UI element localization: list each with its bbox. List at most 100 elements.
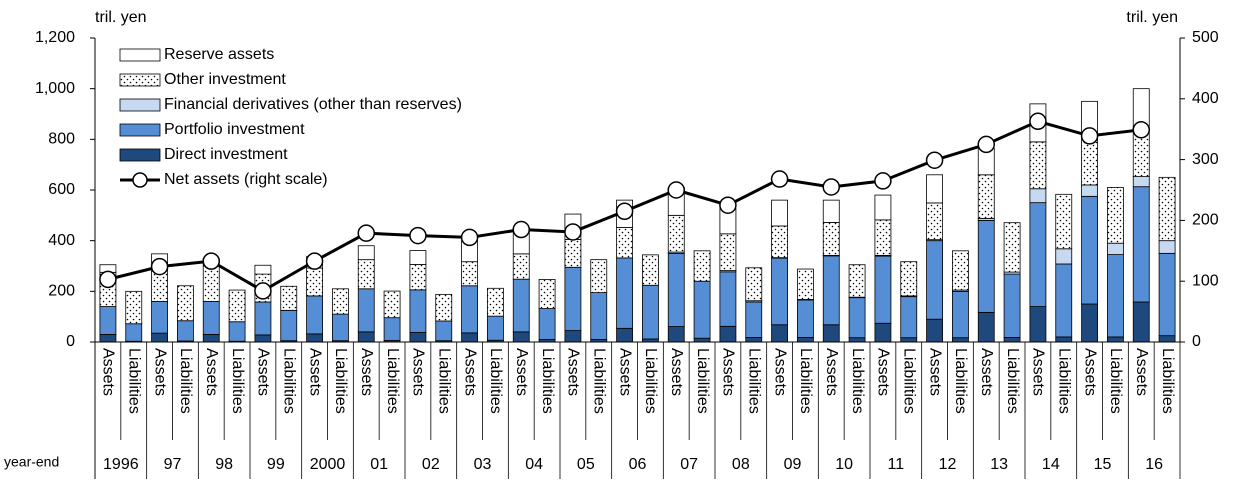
legend-swatch [119, 98, 161, 112]
bar-segment [228, 321, 246, 342]
bar-segment [487, 287, 504, 317]
bar-segment [280, 309, 298, 342]
bar-segment [1158, 176, 1176, 242]
bar-segment [1003, 222, 1021, 273]
y-axis-title: tril. yen [95, 9, 147, 26]
group-label: 03 [474, 456, 492, 473]
bar-segment [99, 333, 117, 343]
bar-segment [461, 332, 478, 343]
bar-segment [357, 331, 375, 343]
x-tick-label: Assets [926, 348, 943, 396]
x-tick-label: Liabilities [332, 348, 349, 414]
bar-segment [1081, 195, 1098, 305]
y-tick-label: 1,200 [35, 29, 75, 46]
bar-segment [822, 199, 840, 223]
net-assets-point [99, 270, 117, 289]
bar-segment [874, 219, 892, 256]
y2-tick-label: 0 [1192, 333, 1201, 350]
group-label: 01 [370, 456, 388, 473]
group-label: 05 [577, 456, 595, 473]
x-tick-label: Liabilities [384, 348, 401, 414]
group-label: 09 [784, 456, 802, 473]
bar-segment [693, 337, 711, 343]
bar-segment [228, 289, 246, 323]
x-tick-label: Assets [771, 348, 788, 396]
bar-segment [1107, 187, 1124, 244]
x-tick-label: Liabilities [1004, 348, 1021, 414]
y2-tick-label: 200 [1192, 212, 1219, 229]
bar-segment [1132, 301, 1150, 343]
bar-segment [667, 214, 685, 253]
x-tick-label: Liabilities [1056, 348, 1073, 414]
bar-segment [1158, 240, 1176, 254]
bar-segment [1107, 254, 1124, 338]
bar-segment [952, 250, 969, 291]
x-tick-label: Liabilities [126, 348, 143, 414]
bar-segment [1029, 202, 1047, 307]
bar-segment [848, 264, 866, 298]
bar-segment [151, 332, 168, 343]
bar-segment [745, 301, 763, 338]
bar-segment [1029, 188, 1047, 204]
net-assets-point [254, 282, 272, 300]
x-tick-label: Assets [1081, 348, 1098, 396]
group-label: year-end [4, 454, 59, 470]
net-assets-point [1080, 127, 1099, 145]
bar-segment [977, 219, 995, 313]
x-tick-label: Liabilities [229, 348, 246, 414]
net-assets-point [667, 181, 685, 199]
x-tick-label: Assets [461, 348, 478, 396]
bar-segment [125, 323, 143, 342]
bar-segment [1158, 335, 1176, 343]
group-label: 97 [164, 456, 182, 473]
x-tick-label: Assets [100, 348, 117, 396]
bar-segment [306, 295, 323, 335]
bar-segment [332, 313, 349, 342]
bar-segment [538, 279, 556, 309]
net-assets-point [150, 257, 169, 276]
bar-segment [383, 317, 401, 341]
y2-tick-label: 400 [1192, 90, 1219, 107]
bar-segment [1003, 337, 1021, 343]
x-tick-label: Liabilities [539, 348, 556, 414]
x-tick-label: Assets [1030, 348, 1047, 396]
bar-segment [1003, 273, 1021, 338]
y-tick-label: 0 [66, 333, 75, 350]
group-label: 16 [1145, 456, 1163, 473]
bar-segment [797, 268, 814, 300]
legend-label: Reserve assets [164, 46, 274, 63]
x-tick-label: Liabilities [436, 348, 453, 414]
bar-segment [822, 255, 840, 326]
bar-segment [926, 318, 943, 343]
bar-segment [797, 299, 814, 338]
x-tick-label: Liabilities [487, 348, 504, 414]
bar-segment [306, 267, 323, 297]
bar-segment [900, 261, 918, 297]
bar-segment [745, 337, 763, 343]
legend-label: Direct investment [164, 146, 288, 163]
group-label: 07 [680, 456, 698, 473]
bar-segment [590, 259, 608, 293]
y-tick-label: 1,000 [35, 80, 75, 97]
bar-segment [383, 290, 401, 319]
legend-label: Other investment [164, 71, 286, 88]
bar-segment [254, 301, 272, 336]
net-assets-point [770, 170, 789, 188]
x-tick-label: Assets [255, 348, 272, 396]
group-label: 10 [835, 456, 853, 473]
bar-segment [900, 337, 918, 343]
group-label: 2000 [310, 456, 346, 473]
x-tick-label: Assets [875, 348, 892, 396]
bar-segment [900, 296, 918, 339]
net-assets-point [1132, 121, 1150, 139]
bar-segment [1107, 336, 1124, 343]
bar-segment [1055, 336, 1073, 343]
legend-label: Net assets (right scale) [164, 171, 328, 188]
bar-segment [280, 285, 298, 311]
bar-segment [1158, 252, 1176, 337]
y2-tick-label: 100 [1192, 272, 1219, 289]
bar-segment [512, 331, 530, 343]
x-tick-label: Assets [203, 348, 220, 396]
legend-label: Portfolio investment [164, 121, 305, 138]
